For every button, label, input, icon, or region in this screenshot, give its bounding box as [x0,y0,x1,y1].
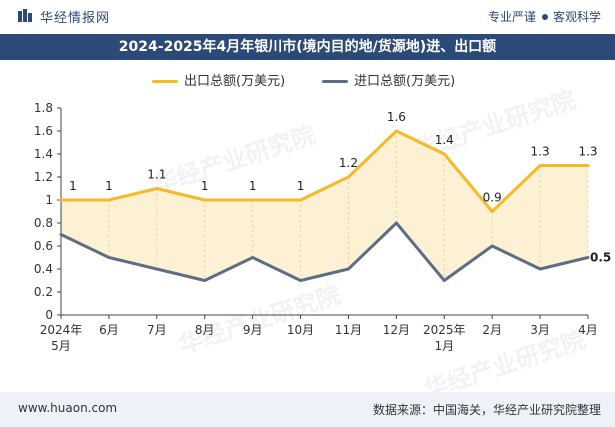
y-tick-label: 1.8 [34,101,53,115]
legend-swatch-export [152,80,178,83]
x-tick-label: 8月 [195,323,215,337]
legend-item-import: 进口总额(万美元) [322,70,455,94]
data-label-export: 1 [201,179,209,193]
data-label-export: 1.6 [387,110,406,124]
x-tick-label: 2月 [482,323,502,337]
brand-name: 华经情报网 [40,11,111,26]
x-tick-label: 1月 [434,339,454,353]
dot-icon [541,13,548,20]
data-source: 数据来源：中国海关，华经产业研究院整理 [372,403,601,417]
series-line-import [59,221,590,282]
data-label-import: 0.5 [590,251,611,265]
y-tick-label: 0.6 [34,239,53,253]
legend-swatch-import [322,80,348,83]
y-tick-label: 1.6 [34,124,53,138]
x-tick-label: 12月 [383,323,410,337]
data-label-export: 1 [69,179,77,193]
legend: 出口总额(万美元) 进口总额(万美元) [0,70,615,94]
legend-item-export: 出口总额(万美元) [152,70,285,94]
y-tick-label: 0.2 [34,285,53,299]
data-label-export: 1.3 [578,145,597,159]
data-label-export: 1.3 [531,145,550,159]
logo-icon [18,9,32,22]
data-label-export: 1 [249,179,257,193]
x-tick-label: 3月 [530,323,550,337]
y-tick-label: 1.2 [34,170,53,184]
x-tick-label: 11月 [335,323,362,337]
data-label-export: 1 [297,179,305,193]
data-label-export: 1.2 [339,156,358,170]
x-tick-label: 7月 [147,323,167,337]
top-bar: 华经情报网 专业严谨 客观科学 [0,0,615,34]
data-label-export: 1.4 [435,133,454,147]
area-fill [61,131,588,281]
y-tick-label: 0.4 [34,262,53,276]
legend-label-import: 进口总额(万美元) [354,74,456,89]
line-chart: 0 0.2 0.4 0.6 0.8 1 1.2 1.4 1.6 1.8 2024年 5月 6月 7月 8月 9… [34,101,611,353]
y-tick-label: 0 [45,308,53,322]
slogan: 专业严谨 客观科学 [488,8,601,25]
legend-label-export: 出口总额(万美元) [184,74,286,89]
data-label-export: 1.1 [147,168,166,182]
data-label-export: 1 [105,179,113,193]
y-tick-label: 0.8 [34,216,53,230]
footer: www.huaon.com 数据来源：中国海关，华经产业研究院整理 [0,392,615,427]
chart-title: 2024-2025年4月年银川市(境内目的地/货源地)进、出口额 [0,34,615,60]
x-tick-label: 5月 [51,339,71,353]
x-tick-label: 4月 [578,323,598,337]
slogan-left: 专业严谨 [487,10,536,24]
x-tick-label: 9月 [243,323,263,337]
x-tick-label: 6月 [99,323,119,337]
footer-url[interactable]: www.huaon.com [18,401,118,415]
x-tick-label: 2024年 [40,323,83,337]
series-line-export [59,129,590,213]
y-tick-label: 1.4 [34,147,53,161]
data-label-export: 0.9 [483,191,502,205]
x-tick-label: 2025年 [423,323,466,337]
y-tick-label: 1 [45,193,53,207]
slogan-right: 客观科学 [552,10,601,24]
x-tick-label: 10月 [287,323,314,337]
